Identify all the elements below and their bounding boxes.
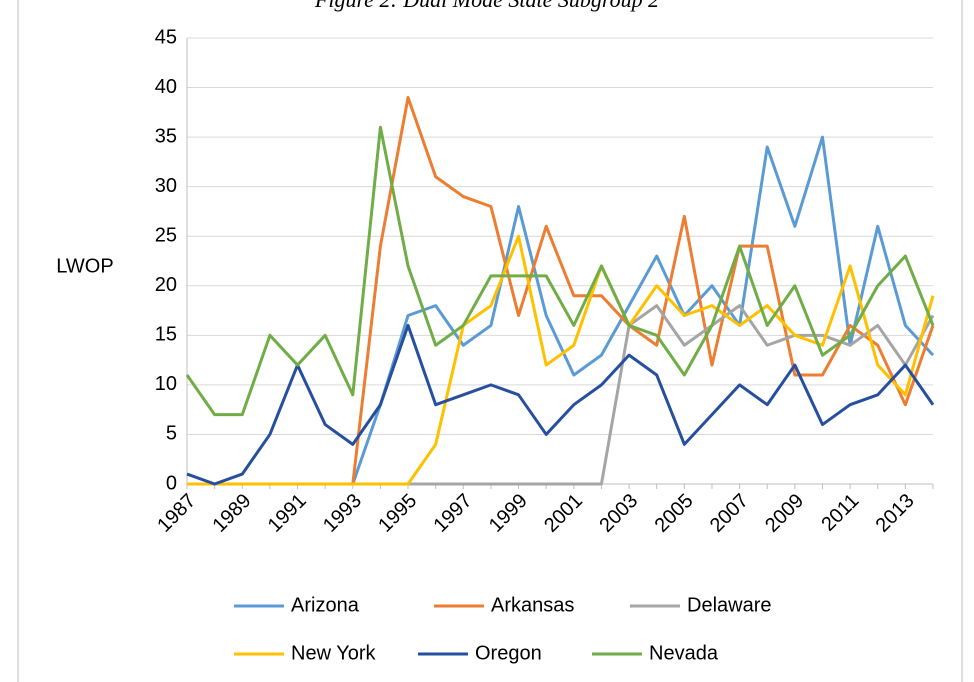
y-tick-label: 5 bbox=[166, 423, 177, 445]
x-tick-label: 1995 bbox=[374, 490, 421, 537]
x-tick-label: 2013 bbox=[872, 490, 919, 537]
series-line bbox=[186, 323, 935, 486]
series-line bbox=[187, 304, 935, 486]
legend-label: Arizona bbox=[291, 594, 360, 616]
x-tick-label: 2003 bbox=[595, 490, 642, 537]
y-tick-label: 25 bbox=[155, 225, 177, 247]
x-tick-label: 2011 bbox=[817, 490, 863, 536]
y-tick-label: 10 bbox=[155, 373, 177, 395]
legend-label: New York bbox=[291, 642, 376, 664]
legend-label: Delaware bbox=[687, 594, 771, 616]
x-tick-label: 2007 bbox=[706, 490, 753, 537]
x-tick-label: 2009 bbox=[761, 490, 808, 537]
x-tick-label: 1987 bbox=[153, 490, 200, 537]
x-tick-label: 1999 bbox=[485, 490, 532, 537]
series-line bbox=[187, 95, 935, 486]
y-tick-label: 35 bbox=[155, 125, 177, 147]
x-tick-label: 1993 bbox=[319, 490, 366, 537]
chart-title: Figure 2: Dual Mode State Subgroup 2 bbox=[314, 0, 659, 12]
series-line bbox=[187, 234, 935, 486]
y-axis-label: LWOP bbox=[56, 255, 113, 277]
y-tick-label: 45 bbox=[155, 26, 177, 48]
legend-label: Oregon bbox=[475, 642, 542, 664]
x-tick-label: 2005 bbox=[651, 490, 698, 537]
legend-label: Nevada bbox=[649, 642, 719, 664]
y-tick-label: 40 bbox=[155, 76, 177, 98]
x-tick-label: 1989 bbox=[209, 490, 256, 537]
y-tick-label: 15 bbox=[155, 324, 177, 346]
x-tick-label: 2001 bbox=[540, 490, 587, 537]
y-tick-label: 20 bbox=[155, 274, 177, 296]
y-tick-label: 0 bbox=[166, 472, 177, 494]
y-tick-label: 30 bbox=[155, 175, 177, 197]
series-line bbox=[187, 135, 935, 486]
x-tick-label: 1997 bbox=[430, 490, 477, 537]
series-line bbox=[185, 125, 935, 417]
x-tick-label: 1991 bbox=[264, 490, 311, 537]
legend-label: Arkansas bbox=[491, 594, 574, 616]
